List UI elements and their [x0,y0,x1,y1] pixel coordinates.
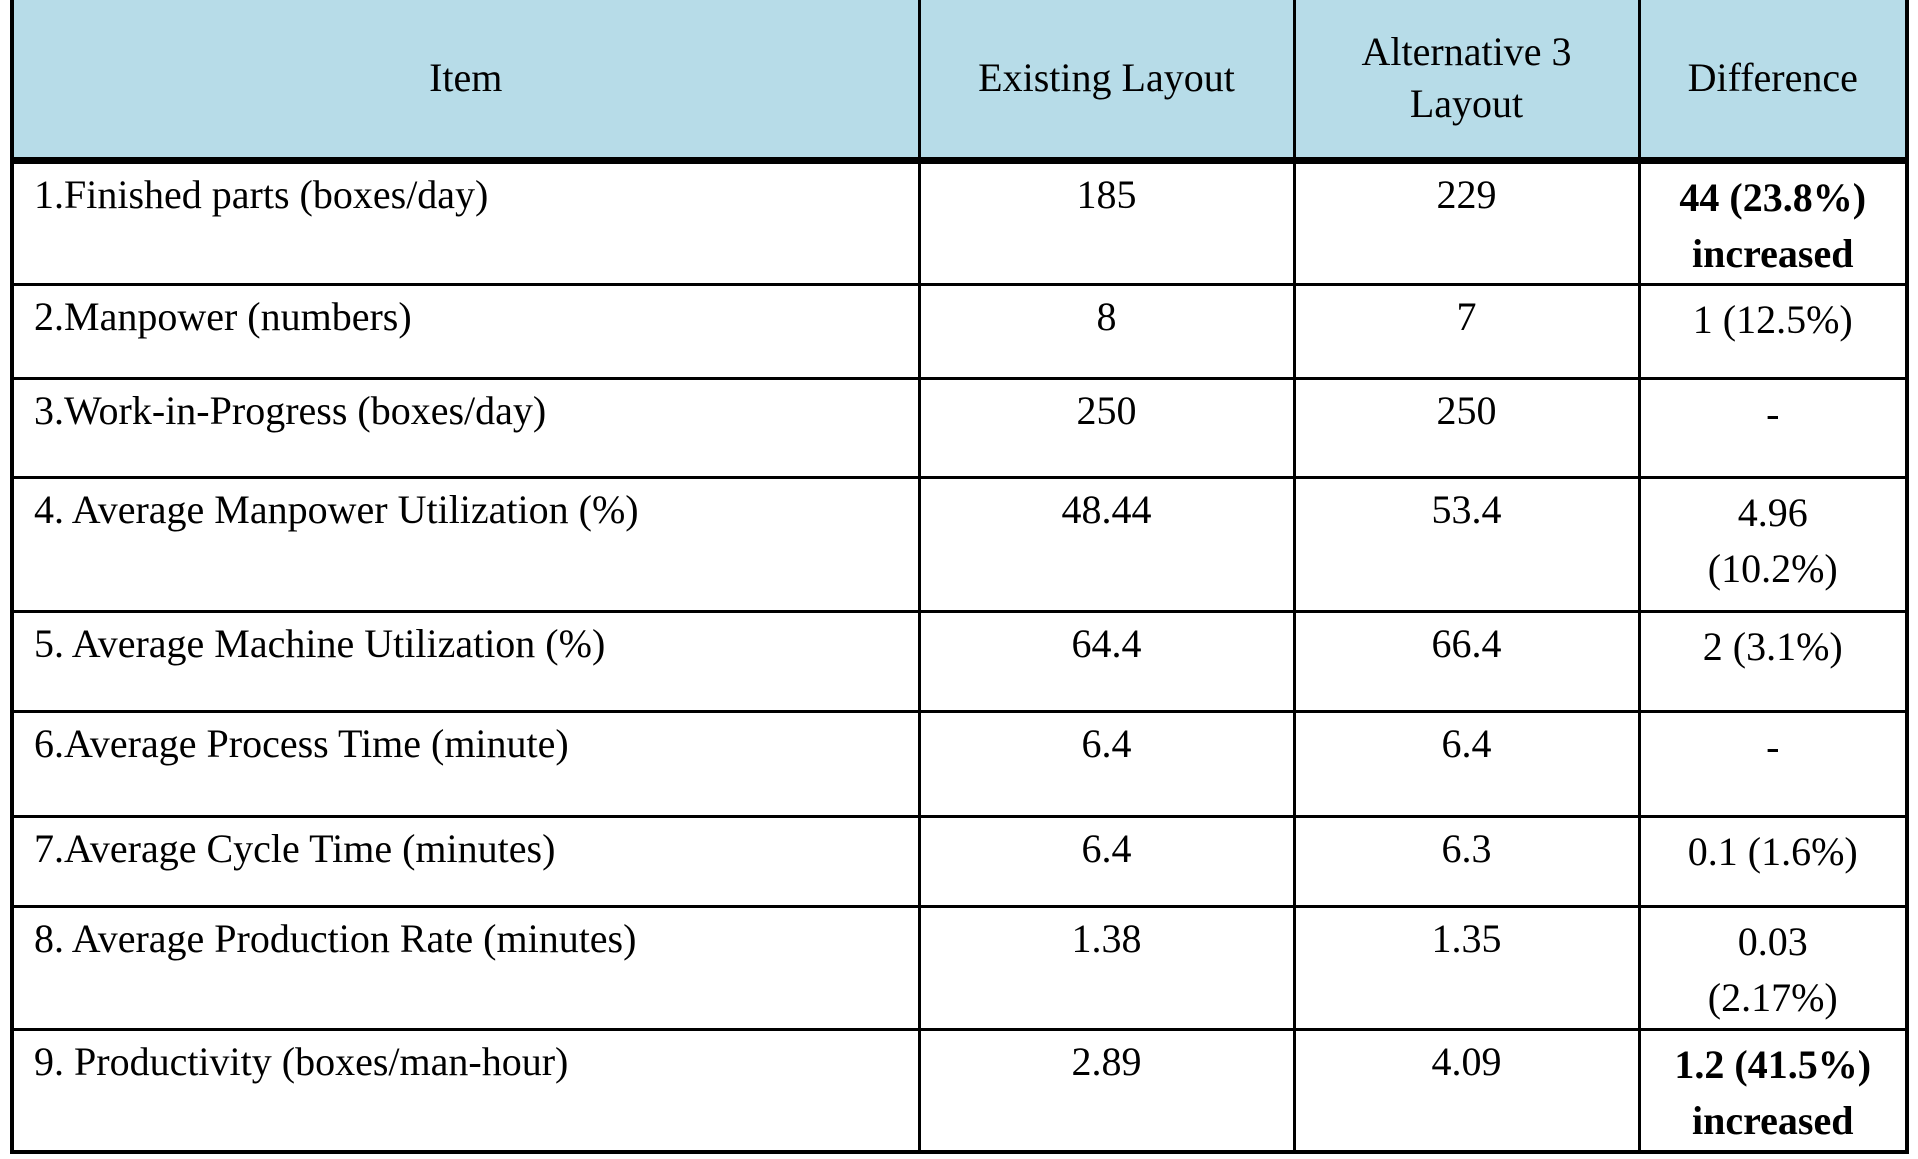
header-row: Item Existing Layout Alternative 3 Layou… [10,0,1909,164]
column-header-difference: Difference [1637,0,1909,164]
item-cell: 6.Average Process Time (minute) [10,709,921,818]
table-row: 9. Productivity (boxes/man-hour) 2.89 4.… [10,1027,1909,1153]
table-row: 1.Finished parts (boxes/day) 185 229 44 … [10,158,1909,286]
difference-cell: - [1637,709,1909,818]
difference-cell: 1.2 (41.5%) increased [1637,1027,1909,1153]
table-row: 7.Average Cycle Time (minutes) 6.4 6.3 0… [10,814,1909,908]
item-cell: 2.Manpower (numbers) [10,282,921,380]
existing-cell: 2.89 [917,1027,1296,1153]
item-cell: 3.Work-in-Progress (boxes/day) [10,376,921,479]
existing-cell: 48.44 [917,475,1296,613]
existing-cell: 250 [917,376,1296,479]
column-header-existing: Existing Layout [917,0,1296,164]
item-cell: 7.Average Cycle Time (minutes) [10,814,921,908]
column-header-alternative: Alternative 3 Layout [1292,0,1641,164]
difference-cell: - [1637,376,1909,479]
item-cell: 1.Finished parts (boxes/day) [10,158,921,286]
table-row: 4. Average Manpower Utilization (%) 48.4… [10,475,1909,613]
existing-cell: 8 [917,282,1296,380]
difference-cell: 1 (12.5%) [1637,282,1909,380]
difference-cell: 4.96 (10.2%) [1637,475,1909,613]
item-cell: 9. Productivity (boxes/man-hour) [10,1027,921,1153]
table-row: 2.Manpower (numbers) 8 7 1 (12.5%) [10,282,1909,380]
alternative-cell: 7 [1292,282,1641,380]
existing-cell: 1.38 [917,904,1296,1031]
item-cell: 5. Average Machine Utilization (%) [10,609,921,713]
alternative-cell: 1.35 [1292,904,1641,1031]
table-row: 8. Average Production Rate (minutes) 1.3… [10,904,1909,1031]
alternative-cell: 229 [1292,158,1641,286]
alternative-cell: 250 [1292,376,1641,479]
item-cell: 4. Average Manpower Utilization (%) [10,475,921,613]
existing-cell: 6.4 [917,814,1296,908]
alternative-cell: 4.09 [1292,1027,1641,1153]
layout-comparison-table: Item Existing Layout Alternative 3 Layou… [10,0,1909,1154]
alternative-cell: 53.4 [1292,475,1641,613]
alternative-cell: 6.4 [1292,709,1641,818]
table-row: 5. Average Machine Utilization (%) 64.4 … [10,609,1909,713]
existing-cell: 64.4 [917,609,1296,713]
table-row: 6.Average Process Time (minute) 6.4 6.4 … [10,709,1909,818]
difference-cell: 44 (23.8%) increased [1637,158,1909,286]
difference-cell: 2 (3.1%) [1637,609,1909,713]
difference-cell: 0.1 (1.6%) [1637,814,1909,908]
table-row: 3.Work-in-Progress (boxes/day) 250 250 - [10,376,1909,479]
item-cell: 8. Average Production Rate (minutes) [10,904,921,1031]
column-header-item: Item [10,0,921,164]
alternative-cell: 66.4 [1292,609,1641,713]
existing-cell: 6.4 [917,709,1296,818]
alternative-cell: 6.3 [1292,814,1641,908]
existing-cell: 185 [917,158,1296,286]
difference-cell: 0.03 (2.17%) [1637,904,1909,1031]
